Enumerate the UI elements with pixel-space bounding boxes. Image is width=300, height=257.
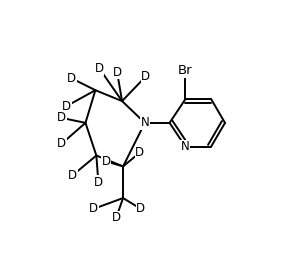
Text: Br: Br [178,64,193,77]
Text: N: N [181,140,190,153]
Text: D: D [94,176,103,189]
Text: D: D [102,155,111,168]
Text: D: D [112,211,121,224]
Text: D: D [62,99,71,113]
Text: N: N [140,116,149,129]
Text: D: D [89,203,98,215]
Text: D: D [95,62,104,75]
Text: D: D [57,112,66,124]
Text: D: D [136,203,146,215]
Text: D: D [112,66,122,79]
Text: D: D [67,72,76,85]
Text: D: D [135,146,145,159]
Text: D: D [57,137,66,150]
Text: D: D [141,70,150,83]
Text: D: D [68,169,77,182]
